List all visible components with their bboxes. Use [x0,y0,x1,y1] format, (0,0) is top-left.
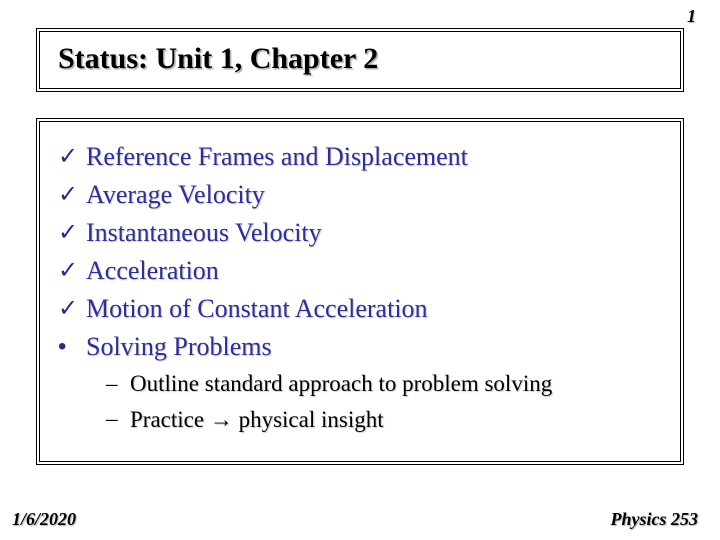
sub-text-a: Practice [130,407,210,432]
checkmark-icon: ✓ [58,216,86,250]
checkmark-icon: ✓ [58,140,86,174]
bullet-text: Motion of Constant Acceleration [86,292,428,326]
bullet-item: ✓ Instantaneous Velocity [58,216,662,250]
dash-icon: – [106,368,130,400]
bullet-text: Instantaneous Velocity [86,216,322,250]
bullet-text: Reference Frames and Displacement [86,140,468,174]
bullet-text: Average Velocity [86,178,265,212]
bullet-item: ✓ Reference Frames and Displacement [58,140,662,174]
footer-course: Physics 253 [611,509,699,530]
sub-bullet-text: Outline standard approach to problem sol… [130,368,552,400]
bullet-item: ✓ Average Velocity [58,178,662,212]
content-box: ✓ Reference Frames and Displacement ✓ Av… [36,118,684,465]
footer-date: 1/6/2020 [12,509,76,530]
bullet-text: Acceleration [86,254,219,288]
bullet-item: • Solving Problems [58,330,662,364]
sub-bullet-item: – Practice → physical insight [106,403,662,436]
sub-text-b: physical insight [233,407,384,432]
bullet-text: Solving Problems [86,330,272,364]
sub-bullet-item: – Outline standard approach to problem s… [106,368,662,400]
slide-number: 1 [687,6,696,27]
title-box: Status: Unit 1, Chapter 2 [36,28,684,92]
arrow-right-icon: → [210,406,233,432]
checkmark-icon: ✓ [58,292,86,326]
bullet-item: ✓ Acceleration [58,254,662,288]
sub-bullet-text: Practice → physical insight [130,403,384,436]
slide-title: Status: Unit 1, Chapter 2 [58,42,662,76]
checkmark-icon: ✓ [58,178,86,212]
bullet-item: ✓ Motion of Constant Acceleration [58,292,662,326]
dash-icon: – [106,403,130,435]
bullet-round-icon: • [58,330,86,364]
checkmark-icon: ✓ [58,254,86,288]
